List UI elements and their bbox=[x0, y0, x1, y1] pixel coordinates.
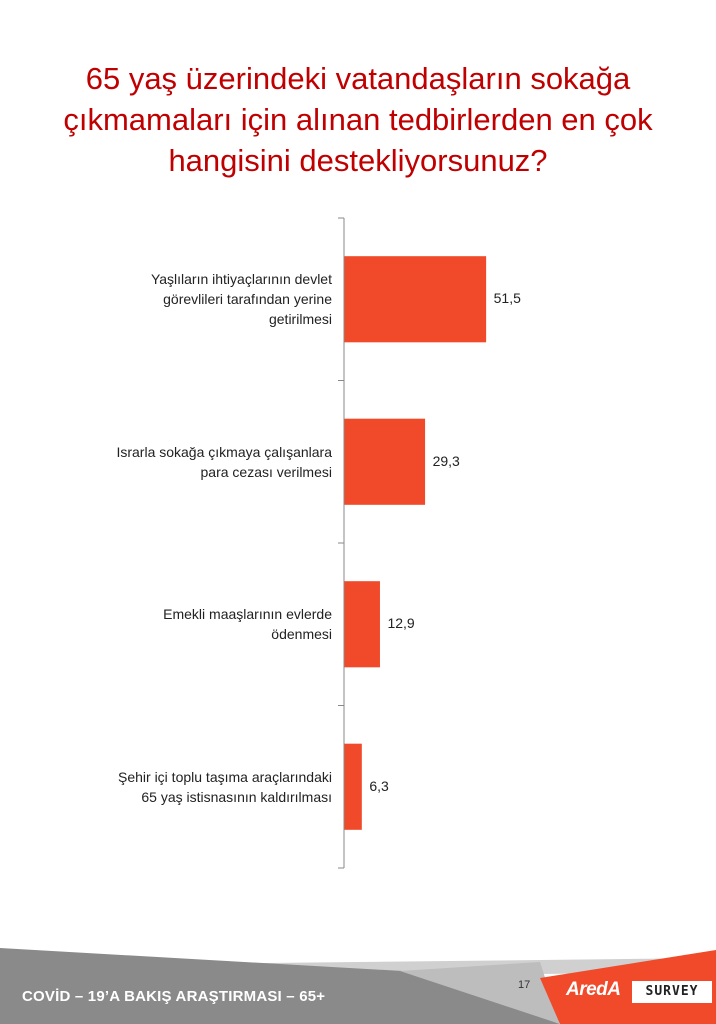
bar bbox=[344, 256, 487, 343]
value-label: 51,5 bbox=[493, 290, 521, 307]
category-label: Yaşlıların ihtiyaçlarının devlet görevli… bbox=[150, 271, 332, 328]
value-label: 12,9 bbox=[387, 615, 415, 632]
bar-chart bbox=[338, 217, 487, 869]
footer-band bbox=[0, 948, 716, 1024]
bar bbox=[344, 743, 362, 830]
value-label: 29,3 bbox=[432, 452, 460, 469]
bar bbox=[344, 581, 380, 668]
category-label: Emekli maaşlarının evlerde ödenmesi bbox=[163, 606, 332, 643]
category-label: Şehir içi toplu taşıma araçlarındaki 65 … bbox=[118, 768, 332, 805]
category-label: Israrla sokağa çıkmaya çalışanlara para … bbox=[116, 443, 332, 480]
bar bbox=[344, 418, 426, 505]
logo-survey-text: SURVEY bbox=[632, 981, 712, 1003]
footer-light-wedge bbox=[400, 962, 560, 1024]
footer-title: COVİD – 19’A BAKIŞ ARAŞTIRMASI – 65+ bbox=[22, 988, 326, 1005]
chart-title: 65 yaş üzerindeki vatandaşların sokağa ç… bbox=[63, 61, 653, 178]
areda-survey-logo: AredA SURVEY bbox=[566, 978, 714, 1008]
value-label: 6,3 bbox=[369, 777, 389, 794]
logo-brand-text: AredA bbox=[566, 979, 621, 1000]
page-number: 17 bbox=[518, 979, 531, 991]
footer-grey-band bbox=[0, 948, 560, 1024]
footer-orange-band bbox=[540, 950, 716, 1024]
